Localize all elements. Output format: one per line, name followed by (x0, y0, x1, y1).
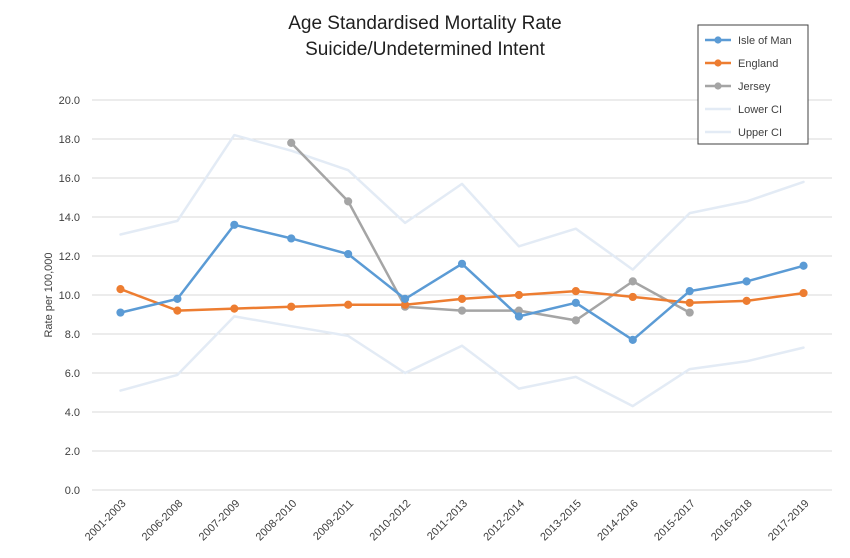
data-point-england (344, 300, 353, 309)
data-point-isle-of-man (230, 220, 239, 229)
x-tick-label: 2013-2015 (538, 498, 584, 544)
data-point-isle-of-man (799, 261, 808, 270)
data-point-england (799, 288, 808, 298)
chart-title: Age Standardised Mortality Rate (288, 13, 562, 34)
x-tick-label: 2014-2016 (595, 498, 641, 544)
x-tick-label: 2016-2018 (709, 498, 755, 544)
data-point-jersey (287, 138, 296, 147)
data-point-isle-of-man (742, 277, 751, 286)
data-point-jersey (344, 197, 353, 206)
data-point-england (742, 296, 751, 305)
x-tick-label: 2010-2012 (368, 498, 414, 544)
x-tick-label: 2012-2014 (481, 498, 527, 544)
y-tick-label: 10.0 (59, 290, 80, 302)
legend-marker-jersey (714, 82, 722, 90)
x-tick-label: 2009-2011 (311, 498, 356, 543)
series-line-isle-of-man (119, 223, 805, 342)
data-point-isle-of-man (344, 249, 353, 259)
legend-label-isle-of-man: Isle of Man (738, 35, 792, 47)
x-tick-label: 2006-2008 (140, 498, 186, 544)
data-point-isle-of-man (514, 312, 524, 321)
y-tick-label: 4.0 (65, 407, 80, 419)
y-tick-label: 14.0 (59, 212, 80, 224)
series-line-lower-ci (119, 315, 805, 408)
data-point-isle-of-man (685, 287, 694, 296)
y-tick-label: 2.0 (65, 446, 80, 458)
data-point-england (571, 287, 580, 296)
data-point-england (514, 290, 524, 300)
y-axis-label: Rate per 100,000 (43, 252, 55, 337)
data-point-isle-of-man (571, 298, 580, 307)
legend-label-jersey: Jersey (738, 81, 771, 93)
data-point-isle-of-man (287, 234, 296, 243)
data-point-england (230, 304, 239, 313)
y-tick-label: 8.0 (65, 329, 80, 341)
data-point-england (457, 294, 467, 303)
data-point-isle-of-man (457, 259, 467, 268)
y-tick-label: 20.0 (59, 95, 80, 107)
series-line-upper-ci (119, 133, 805, 271)
legend-label-upper-ci: Upper CI (738, 127, 782, 139)
y-tick-label: 16.0 (59, 173, 80, 185)
data-point-isle-of-man (116, 308, 125, 317)
data-point-jersey (457, 306, 467, 315)
y-tick-label: 12.0 (59, 251, 80, 263)
chart-subtitle: Suicide/Undetermined Intent (305, 39, 545, 60)
data-point-england (173, 306, 182, 315)
x-tick-label: 2001-2003 (83, 498, 129, 544)
legend-label-lower-ci: Lower CI (738, 104, 782, 116)
x-tick-label: 2017-2019 (766, 498, 812, 544)
data-point-jersey (685, 308, 694, 317)
legend-label-england: England (738, 58, 778, 70)
x-tick-label: 2011-2013 (425, 498, 470, 543)
data-point-england (628, 292, 637, 302)
data-point-isle-of-man (173, 294, 182, 303)
y-tick-label: 0.0 (65, 485, 80, 497)
data-point-isle-of-man (628, 335, 637, 344)
x-tick-label: 2008-2010 (254, 498, 300, 544)
data-point-england (685, 298, 694, 307)
legend-marker-england (714, 59, 722, 67)
data-point-isle-of-man (400, 294, 410, 303)
data-point-england (116, 285, 125, 294)
legend-marker-isle-of-man (714, 36, 722, 44)
x-tick-label: 2015-2017 (652, 498, 698, 544)
y-tick-label: 18.0 (59, 134, 80, 146)
data-point-jersey (628, 277, 637, 286)
y-tick-label: 6.0 (65, 368, 80, 380)
x-tick-label: 2007-2009 (197, 498, 243, 544)
series-line-jersey (289, 141, 691, 322)
data-point-england (287, 302, 296, 311)
data-point-jersey (571, 316, 580, 325)
